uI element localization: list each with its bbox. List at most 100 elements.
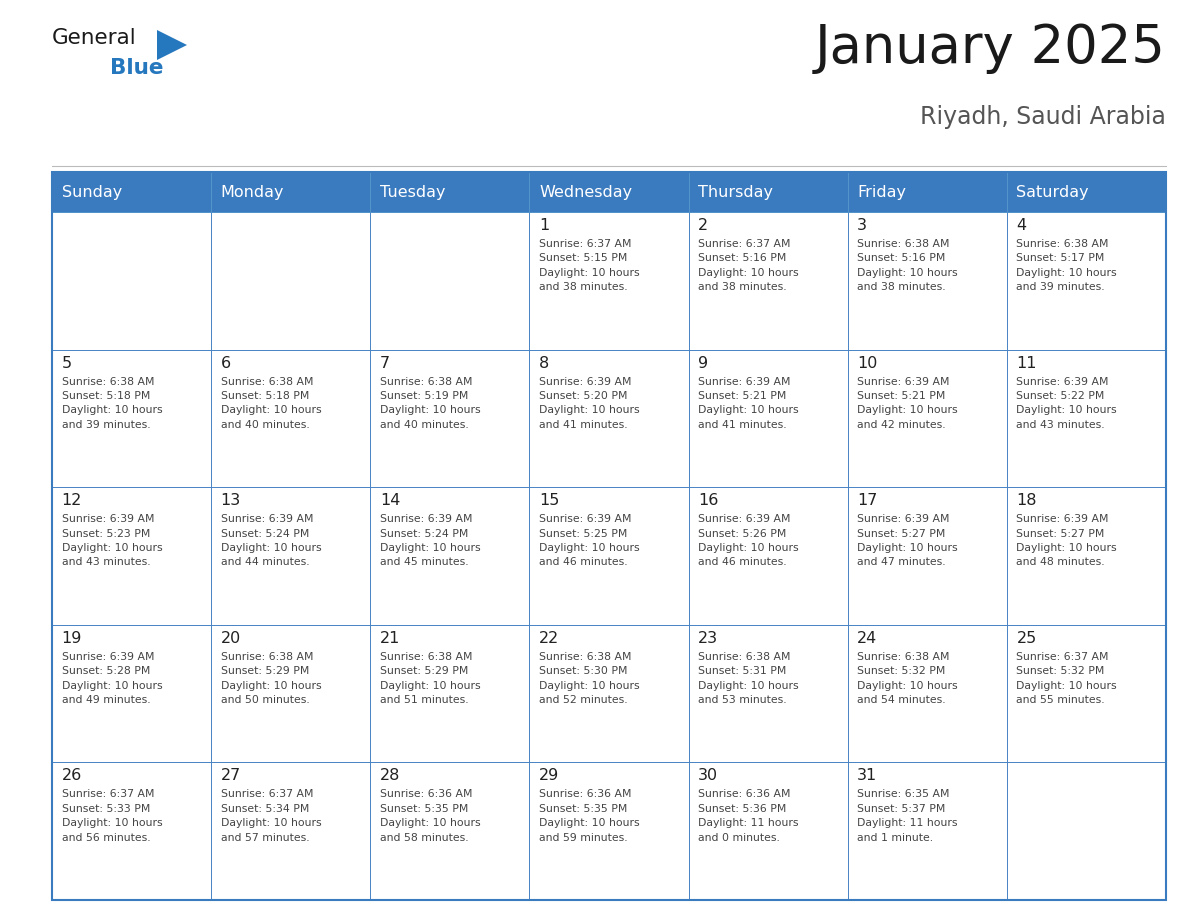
Text: Sunrise: 6:38 AM
Sunset: 5:29 PM
Daylight: 10 hours
and 51 minutes.: Sunrise: 6:38 AM Sunset: 5:29 PM Dayligh… [380,652,480,705]
Text: Friday: Friday [858,185,906,199]
Text: Sunrise: 6:37 AM
Sunset: 5:16 PM
Daylight: 10 hours
and 38 minutes.: Sunrise: 6:37 AM Sunset: 5:16 PM Dayligh… [699,239,798,292]
Text: Sunrise: 6:39 AM
Sunset: 5:21 PM
Daylight: 10 hours
and 42 minutes.: Sunrise: 6:39 AM Sunset: 5:21 PM Dayligh… [858,376,958,430]
Text: 27: 27 [221,768,241,783]
Text: Sunrise: 6:38 AM
Sunset: 5:31 PM
Daylight: 10 hours
and 53 minutes.: Sunrise: 6:38 AM Sunset: 5:31 PM Dayligh… [699,652,798,705]
Text: 8: 8 [539,355,549,371]
Text: 15: 15 [539,493,560,509]
Text: 4: 4 [1017,218,1026,233]
Bar [530,172,689,212]
Text: Sunrise: 6:39 AM
Sunset: 5:21 PM
Daylight: 10 hours
and 41 minutes.: Sunrise: 6:39 AM Sunset: 5:21 PM Dayligh… [699,376,798,430]
Bar [211,625,371,763]
Text: 12: 12 [62,493,82,509]
Bar [52,763,211,900]
Text: 28: 28 [380,768,400,783]
Text: Sunday: Sunday [62,185,122,199]
Text: 29: 29 [539,768,560,783]
Bar [211,172,371,212]
Text: 25: 25 [1017,631,1037,645]
Text: 5: 5 [62,355,71,371]
Text: 1: 1 [539,218,549,233]
Text: Monday: Monday [221,185,284,199]
Text: Sunrise: 6:39 AM
Sunset: 5:24 PM
Daylight: 10 hours
and 44 minutes.: Sunrise: 6:39 AM Sunset: 5:24 PM Dayligh… [221,514,321,567]
Bar [689,763,848,900]
Bar [211,212,371,350]
Text: 24: 24 [858,631,878,645]
Text: Sunrise: 6:36 AM
Sunset: 5:35 PM
Daylight: 10 hours
and 58 minutes.: Sunrise: 6:36 AM Sunset: 5:35 PM Dayligh… [380,789,480,843]
Bar [689,172,848,212]
Text: Tuesday: Tuesday [380,185,446,199]
Bar [52,487,211,625]
Bar [848,763,1007,900]
Bar [52,350,211,487]
Bar [689,625,848,763]
Bar [530,212,689,350]
Bar [1007,212,1165,350]
Text: Sunrise: 6:38 AM
Sunset: 5:18 PM
Daylight: 10 hours
and 40 minutes.: Sunrise: 6:38 AM Sunset: 5:18 PM Dayligh… [221,376,321,430]
Bar [211,763,371,900]
Text: January 2025: January 2025 [815,22,1165,74]
Bar [848,350,1007,487]
Text: Wednesday: Wednesday [539,185,632,199]
Bar [52,172,211,212]
Text: 7: 7 [380,355,390,371]
Text: 22: 22 [539,631,560,645]
Text: 19: 19 [62,631,82,645]
Text: Sunrise: 6:39 AM
Sunset: 5:22 PM
Daylight: 10 hours
and 43 minutes.: Sunrise: 6:39 AM Sunset: 5:22 PM Dayligh… [1017,376,1117,430]
Text: Sunrise: 6:36 AM
Sunset: 5:35 PM
Daylight: 10 hours
and 59 minutes.: Sunrise: 6:36 AM Sunset: 5:35 PM Dayligh… [539,789,639,843]
Bar [530,350,689,487]
Text: 20: 20 [221,631,241,645]
Bar [371,350,530,487]
Bar [1007,763,1165,900]
Text: 16: 16 [699,493,719,509]
Bar [52,212,211,350]
Text: Sunrise: 6:38 AM
Sunset: 5:32 PM
Daylight: 10 hours
and 54 minutes.: Sunrise: 6:38 AM Sunset: 5:32 PM Dayligh… [858,652,958,705]
Bar [1007,625,1165,763]
Bar [52,625,211,763]
Bar [371,212,530,350]
Bar [211,350,371,487]
Text: Sunrise: 6:39 AM
Sunset: 5:27 PM
Daylight: 10 hours
and 47 minutes.: Sunrise: 6:39 AM Sunset: 5:27 PM Dayligh… [858,514,958,567]
Bar [530,763,689,900]
Text: Sunrise: 6:39 AM
Sunset: 5:24 PM
Daylight: 10 hours
and 45 minutes.: Sunrise: 6:39 AM Sunset: 5:24 PM Dayligh… [380,514,480,567]
Text: Sunrise: 6:37 AM
Sunset: 5:15 PM
Daylight: 10 hours
and 38 minutes.: Sunrise: 6:37 AM Sunset: 5:15 PM Dayligh… [539,239,639,292]
Bar [1007,350,1165,487]
Text: Thursday: Thursday [699,185,773,199]
Text: Sunrise: 6:35 AM
Sunset: 5:37 PM
Daylight: 11 hours
and 1 minute.: Sunrise: 6:35 AM Sunset: 5:37 PM Dayligh… [858,789,958,843]
Text: 18: 18 [1017,493,1037,509]
Polygon shape [157,30,187,60]
Text: Sunrise: 6:39 AM
Sunset: 5:28 PM
Daylight: 10 hours
and 49 minutes.: Sunrise: 6:39 AM Sunset: 5:28 PM Dayligh… [62,652,163,705]
Bar [848,625,1007,763]
Bar [530,487,689,625]
Bar [52,172,1165,900]
Text: Sunrise: 6:38 AM
Sunset: 5:30 PM
Daylight: 10 hours
and 52 minutes.: Sunrise: 6:38 AM Sunset: 5:30 PM Dayligh… [539,652,639,705]
Text: 31: 31 [858,768,878,783]
Bar [1007,487,1165,625]
Text: 26: 26 [62,768,82,783]
Text: Sunrise: 6:39 AM
Sunset: 5:20 PM
Daylight: 10 hours
and 41 minutes.: Sunrise: 6:39 AM Sunset: 5:20 PM Dayligh… [539,376,639,430]
Bar [530,625,689,763]
Text: Sunrise: 6:38 AM
Sunset: 5:19 PM
Daylight: 10 hours
and 40 minutes.: Sunrise: 6:38 AM Sunset: 5:19 PM Dayligh… [380,376,480,430]
Text: General: General [52,28,137,48]
Text: 17: 17 [858,493,878,509]
Bar [371,172,530,212]
Bar [689,212,848,350]
Text: Blue: Blue [110,58,164,78]
Text: Sunrise: 6:38 AM
Sunset: 5:17 PM
Daylight: 10 hours
and 39 minutes.: Sunrise: 6:38 AM Sunset: 5:17 PM Dayligh… [1017,239,1117,292]
Text: Sunrise: 6:38 AM
Sunset: 5:16 PM
Daylight: 10 hours
and 38 minutes.: Sunrise: 6:38 AM Sunset: 5:16 PM Dayligh… [858,239,958,292]
Text: 11: 11 [1017,355,1037,371]
Text: Saturday: Saturday [1017,185,1089,199]
Text: Sunrise: 6:39 AM
Sunset: 5:25 PM
Daylight: 10 hours
and 46 minutes.: Sunrise: 6:39 AM Sunset: 5:25 PM Dayligh… [539,514,639,567]
Bar [689,487,848,625]
Text: 23: 23 [699,631,719,645]
Bar [848,212,1007,350]
Text: 9: 9 [699,355,708,371]
Bar [371,487,530,625]
Text: Sunrise: 6:38 AM
Sunset: 5:29 PM
Daylight: 10 hours
and 50 minutes.: Sunrise: 6:38 AM Sunset: 5:29 PM Dayligh… [221,652,321,705]
Text: 3: 3 [858,218,867,233]
Text: 30: 30 [699,768,719,783]
Text: Sunrise: 6:37 AM
Sunset: 5:34 PM
Daylight: 10 hours
and 57 minutes.: Sunrise: 6:37 AM Sunset: 5:34 PM Dayligh… [221,789,321,843]
Bar [848,487,1007,625]
Text: Sunrise: 6:37 AM
Sunset: 5:33 PM
Daylight: 10 hours
and 56 minutes.: Sunrise: 6:37 AM Sunset: 5:33 PM Dayligh… [62,789,163,843]
Text: 2: 2 [699,218,708,233]
Bar [689,350,848,487]
